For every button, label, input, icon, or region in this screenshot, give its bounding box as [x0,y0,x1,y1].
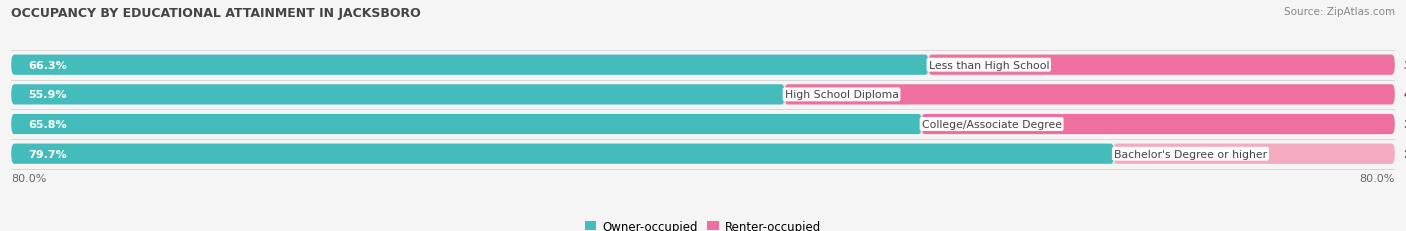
FancyBboxPatch shape [11,85,785,105]
Text: OCCUPANCY BY EDUCATIONAL ATTAINMENT IN JACKSBORO: OCCUPANCY BY EDUCATIONAL ATTAINMENT IN J… [11,7,420,20]
Text: 44.1%: 44.1% [1403,90,1406,100]
FancyBboxPatch shape [921,114,1395,134]
Text: High School Diploma: High School Diploma [785,90,898,100]
Legend: Owner-occupied, Renter-occupied: Owner-occupied, Renter-occupied [579,215,827,231]
Text: Source: ZipAtlas.com: Source: ZipAtlas.com [1284,7,1395,17]
FancyBboxPatch shape [785,85,1395,105]
Text: 80.0%: 80.0% [1360,173,1395,183]
Text: 66.3%: 66.3% [28,61,67,70]
Text: Bachelor's Degree or higher: Bachelor's Degree or higher [1114,149,1267,159]
Text: College/Associate Degree: College/Associate Degree [921,119,1062,130]
Text: 55.9%: 55.9% [28,90,67,100]
FancyBboxPatch shape [11,144,1114,164]
Text: Less than High School: Less than High School [928,61,1049,70]
FancyBboxPatch shape [11,114,1395,134]
FancyBboxPatch shape [11,55,928,76]
Text: 79.7%: 79.7% [28,149,67,159]
FancyBboxPatch shape [11,85,1395,105]
Text: 34.2%: 34.2% [1403,119,1406,130]
Text: 65.8%: 65.8% [28,119,67,130]
FancyBboxPatch shape [1114,144,1395,164]
Text: 20.3%: 20.3% [1403,149,1406,159]
FancyBboxPatch shape [11,55,1395,76]
FancyBboxPatch shape [928,55,1395,76]
FancyBboxPatch shape [11,114,921,134]
Text: 80.0%: 80.0% [11,173,46,183]
FancyBboxPatch shape [11,144,1395,164]
Text: 33.7%: 33.7% [1403,61,1406,70]
